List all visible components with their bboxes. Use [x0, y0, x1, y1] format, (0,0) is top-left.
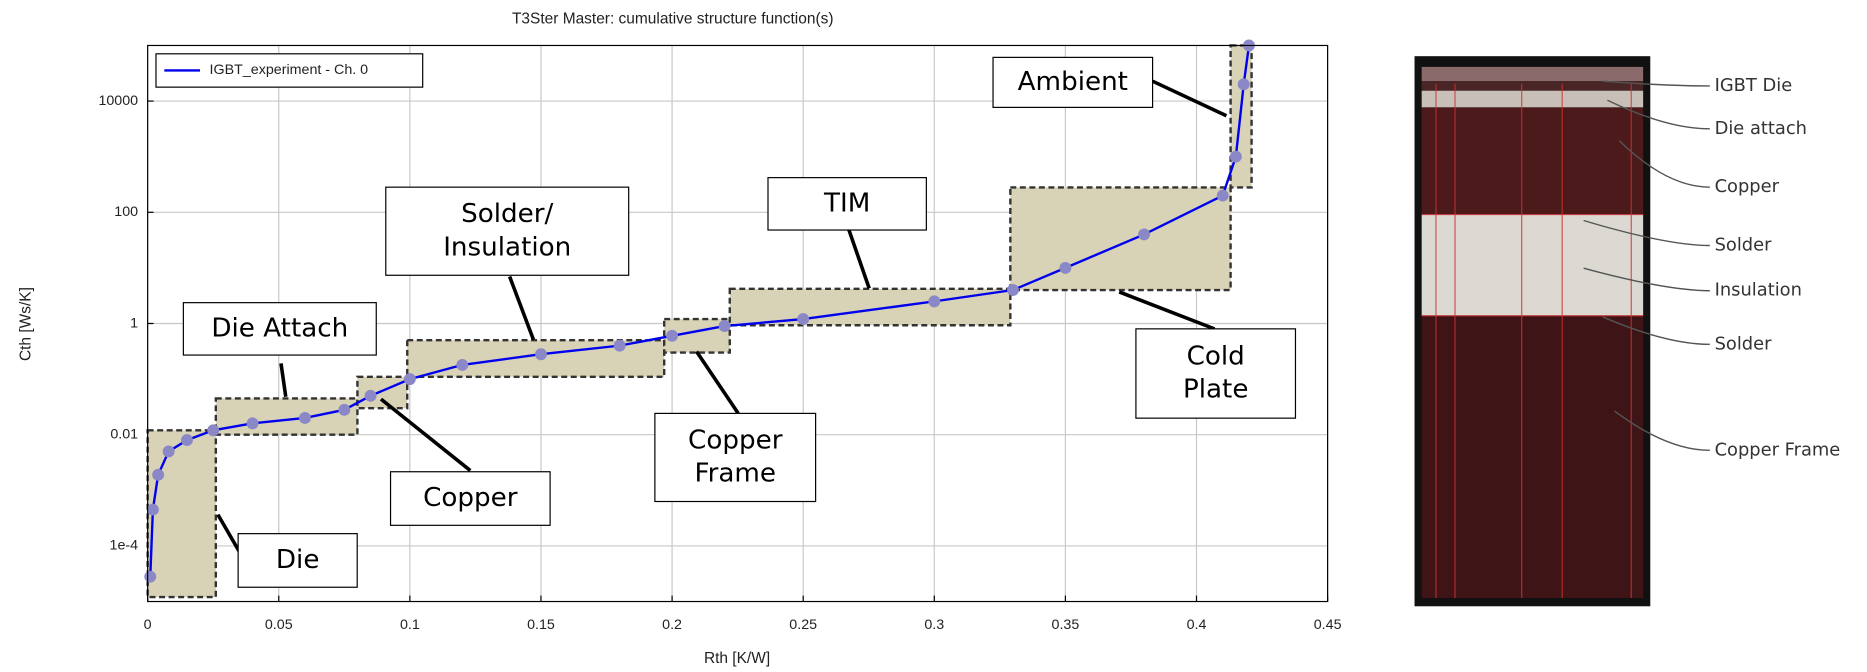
data-point	[719, 320, 731, 332]
y-axis-label: Cth [Ws/K]	[17, 287, 34, 361]
data-point	[152, 469, 164, 481]
data-point	[928, 295, 940, 307]
x-tick-label: 0.4	[1187, 617, 1207, 633]
region	[1010, 187, 1230, 290]
region	[357, 377, 407, 408]
x-tick-label: 0.3	[924, 617, 944, 633]
data-point	[144, 571, 156, 583]
x-tick-label: 0	[144, 617, 152, 633]
data-point	[1059, 262, 1071, 274]
callout-label: Solder/	[461, 199, 553, 229]
data-point	[207, 424, 219, 436]
photo-label: Insulation	[1715, 280, 1802, 301]
x-tick-label: 0.05	[265, 617, 293, 633]
callout-label: Ambient	[1018, 67, 1128, 97]
data-point	[338, 404, 350, 416]
x-tick-label: 0.2	[662, 617, 682, 633]
photo-label: Solder	[1715, 333, 1773, 354]
y-tick-label: 1e-4	[110, 538, 139, 554]
data-point	[247, 417, 259, 429]
chart-title: T3Ster Master: cumulative structure func…	[512, 10, 834, 27]
photo-label: Copper	[1715, 176, 1780, 197]
region	[730, 289, 1011, 325]
region	[148, 430, 216, 597]
callout-label: TIM	[823, 188, 870, 218]
data-point	[365, 390, 377, 402]
callout-label: Copper	[423, 483, 518, 513]
data-point	[299, 412, 311, 424]
y-tick-label: 1	[130, 315, 138, 331]
data-point	[614, 340, 626, 352]
data-point	[456, 359, 468, 371]
y-tick-label: 0.01	[110, 426, 138, 442]
data-point	[666, 330, 678, 342]
photo-label: Die attach	[1715, 118, 1807, 139]
callout-label: Frame	[694, 459, 776, 489]
region	[407, 340, 664, 377]
x-tick-label: 0.45	[1314, 617, 1342, 633]
x-axis-label: Rth [K/W]	[704, 650, 770, 667]
callout-label: Copper	[688, 425, 783, 455]
x-tick-label: 0.1	[400, 617, 420, 633]
data-point	[1230, 151, 1242, 163]
photo-layer	[1422, 67, 1643, 81]
callout-label: Die	[276, 545, 320, 575]
y-tick-label: 10000	[98, 93, 138, 109]
x-tick-label: 0.35	[1052, 617, 1080, 633]
data-point	[1138, 228, 1150, 240]
data-point	[163, 445, 175, 457]
y-tick-label: 100	[114, 204, 138, 220]
callout-label: Die Attach	[211, 313, 348, 343]
x-tick-label: 0.25	[789, 617, 817, 633]
legend-label: IGBT_experiment - Ch. 0	[210, 62, 369, 78]
data-point	[1007, 284, 1019, 296]
photo-label: IGBT Die	[1715, 75, 1793, 96]
page: T3Ster Master: cumulative structure func…	[0, 0, 1867, 672]
callout-label: Insulation	[443, 232, 571, 262]
x-tick-label: 0.15	[527, 617, 555, 633]
data-point	[181, 434, 193, 446]
data-point	[1238, 78, 1250, 90]
photo-label: Copper Frame	[1715, 439, 1841, 460]
data-point	[1217, 190, 1229, 202]
callout-label: Plate	[1183, 375, 1249, 405]
callout-label: Cold	[1187, 341, 1245, 371]
photo-label: Solder	[1715, 235, 1773, 256]
data-point	[147, 504, 159, 516]
data-point	[404, 373, 416, 385]
data-point	[797, 313, 809, 325]
region	[216, 398, 358, 434]
cross-section-photo	[1415, 56, 1651, 606]
data-point	[535, 348, 547, 360]
